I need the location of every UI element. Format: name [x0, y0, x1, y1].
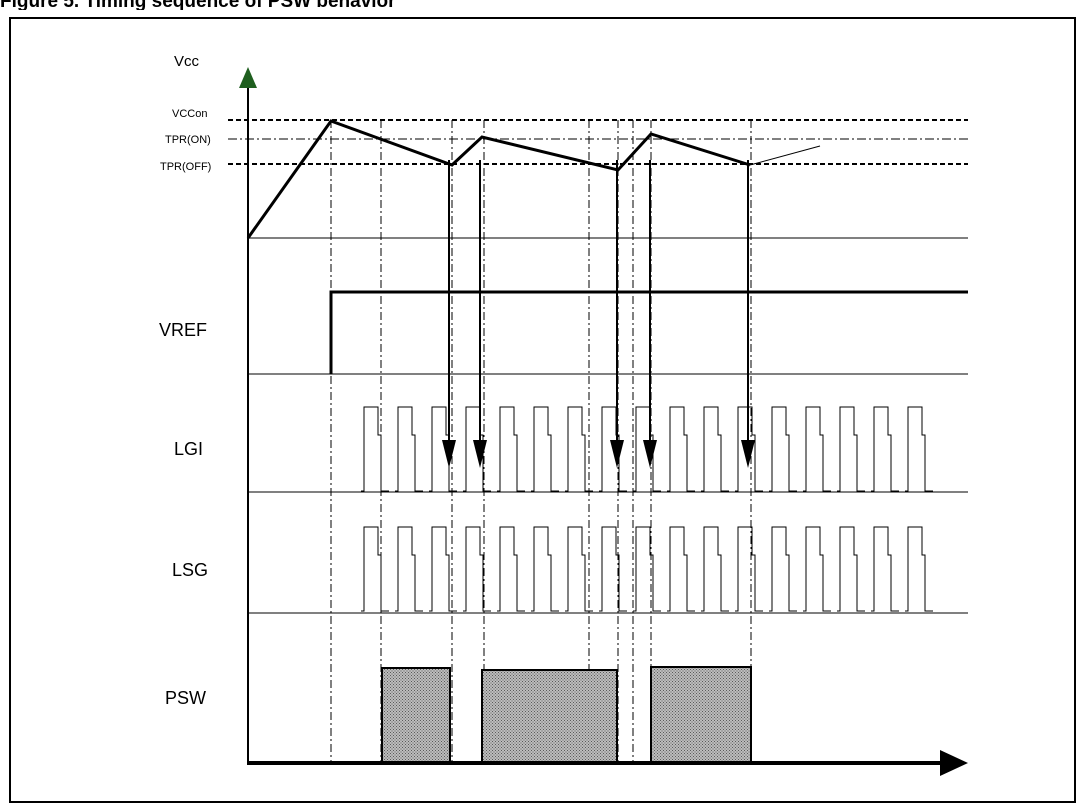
threshold-lines [228, 119, 968, 165]
vcc-restart-ramp [749, 145, 821, 166]
psw-label: PSW [165, 688, 206, 708]
pulse [905, 526, 933, 612]
pulse [769, 406, 797, 492]
pulse [395, 526, 423, 612]
lane-separators [248, 237, 968, 614]
pulse [667, 406, 695, 492]
pulse [599, 526, 627, 612]
vcc-label: Vcc [174, 53, 200, 70]
pulse [633, 526, 661, 612]
down-arrow-icon [741, 440, 755, 468]
down-arrow-icon [643, 440, 657, 468]
down-arrow-icon [442, 440, 456, 468]
diagram-frame [9, 17, 1076, 803]
lsg-waveform [361, 526, 933, 612]
tpr-on-label: TPR(ON) [165, 134, 211, 146]
pulse [837, 406, 865, 492]
pulse [361, 526, 389, 612]
psw-on-block [650, 666, 752, 764]
psw-waveform [381, 666, 752, 764]
pulse [837, 526, 865, 612]
pulse [497, 526, 525, 612]
lsg-label: LSG [172, 560, 208, 580]
psw-on-block [381, 667, 451, 764]
pulse [735, 406, 763, 492]
tpr-off-label: TPR(OFF) [160, 161, 211, 173]
vccon-label: VCCon [172, 108, 207, 120]
pulse [701, 526, 729, 612]
pulse [803, 406, 831, 492]
pulse [803, 526, 831, 612]
pulse [497, 406, 525, 492]
pulse [667, 526, 695, 612]
pulse [769, 526, 797, 612]
lgi-waveform [361, 406, 933, 492]
pulse [871, 526, 899, 612]
figure-caption: Figure 5. Timing sequence of PSW behavio… [0, 0, 1080, 10]
pulse [565, 406, 593, 492]
pulse [463, 526, 491, 612]
down-arrow-icon [610, 440, 624, 468]
pulse [905, 406, 933, 492]
pulse [429, 526, 457, 612]
down-arrow-icon [473, 440, 487, 468]
pulse [361, 406, 389, 492]
vcc-axis-arrow-icon [239, 67, 257, 88]
time-axis [248, 750, 968, 776]
vref-label: VREF [159, 320, 207, 340]
time-axis-arrow-icon [940, 750, 968, 776]
pulse [871, 406, 899, 492]
pulse [565, 526, 593, 612]
pulse [531, 526, 559, 612]
pulse [735, 526, 763, 612]
vcc-axis [239, 67, 257, 765]
pulse [429, 406, 457, 492]
pulse [395, 406, 423, 492]
lgi-label: LGI [174, 439, 203, 459]
psw-on-block [481, 669, 618, 764]
lgi-event-arrows [442, 160, 755, 468]
pulse [531, 406, 559, 492]
pulse [701, 406, 729, 492]
